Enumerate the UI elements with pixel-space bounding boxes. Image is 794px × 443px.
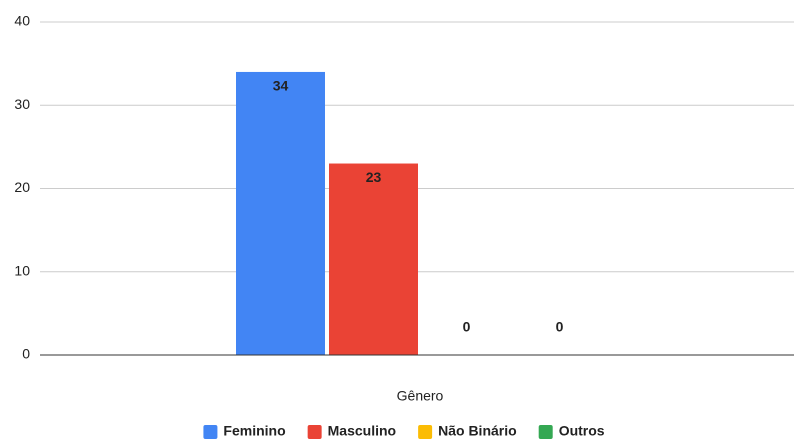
data-label: 0	[463, 319, 471, 335]
y-tick-label: 40	[14, 13, 30, 29]
legend-swatch	[538, 425, 553, 439]
x-axis-label: Gênero	[397, 388, 444, 404]
legend-label: Masculino	[328, 423, 396, 439]
legend-swatch	[203, 425, 218, 439]
data-label: 23	[366, 169, 382, 185]
legend-label: Não Binário	[438, 423, 517, 439]
y-tick-label: 0	[22, 346, 30, 362]
legend-label: Outros	[559, 423, 605, 439]
legend-label: Feminino	[223, 423, 285, 439]
bar	[329, 163, 418, 355]
data-label: 34	[273, 78, 289, 94]
legend-swatch	[418, 425, 433, 439]
bar	[236, 71, 325, 355]
y-tick-label: 20	[14, 179, 30, 195]
legend-swatch	[307, 425, 322, 439]
y-tick-label: 10	[14, 262, 30, 278]
y-tick-label: 30	[14, 96, 30, 112]
data-label: 0	[556, 319, 564, 335]
